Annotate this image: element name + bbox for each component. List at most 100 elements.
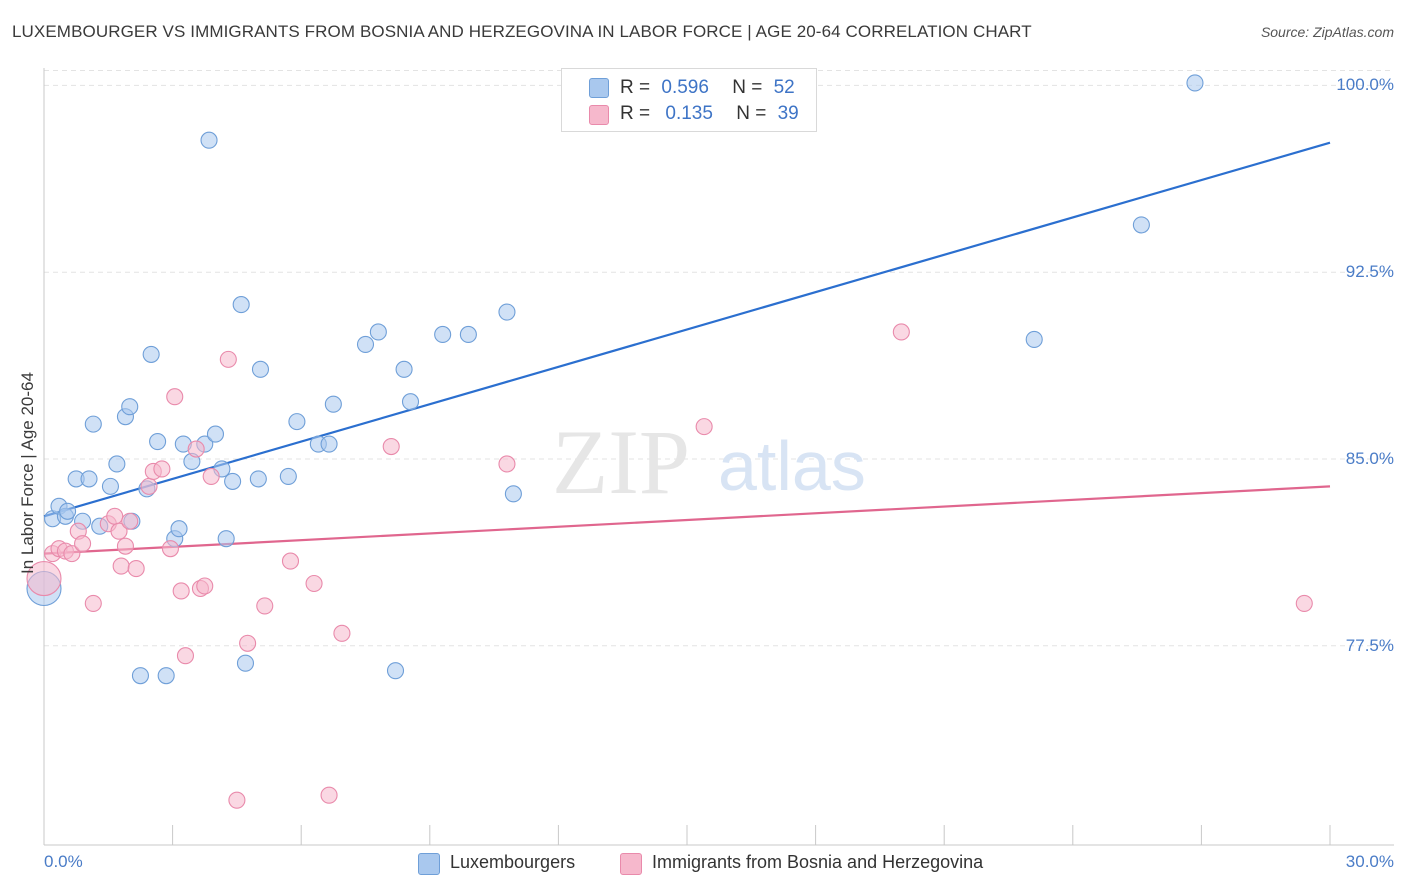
point-luxembourger [108,455,126,473]
point-bosnia [239,634,257,652]
point-luxembourger [142,345,160,363]
y-tick-label: 85.0% [1345,448,1394,468]
point-luxembourger [401,393,420,411]
point-luxembourger [324,395,342,413]
point-bosnia [26,560,62,597]
point-bosnia [121,512,139,530]
point-luxembourger [80,470,98,488]
point-bosnia [202,467,220,485]
trend-line-bosnia [43,485,1331,555]
point-luxembourger [386,662,405,680]
point-bosnia [127,560,145,578]
legend-r-value: 0.135 [665,103,713,124]
point-luxembourger [504,485,522,503]
point-bosnia [196,577,214,595]
point-luxembourger [288,413,306,431]
bottom-legend-luxembourgers: Luxembourgers [450,852,576,872]
point-bosnia [256,597,274,615]
y-axis-label: In Labor Force | Age 20-64 [18,372,37,574]
legend-swatch-blue [589,78,609,98]
legend-r-label: R = [620,103,651,124]
x-tick-max: 30.0% [1345,852,1394,871]
point-luxembourger [224,472,242,490]
legend-r-label: R = [620,77,651,98]
point-bosnia [176,647,195,665]
trend-line-luxembourger [43,141,1331,518]
point-luxembourger [369,323,387,341]
grid-lines [44,69,1394,647]
watermark-zip: ZIP [552,411,690,513]
point-bosnia [84,594,102,612]
point-luxembourger [356,335,375,353]
correlation-legend: R = 0.596 N = 52 R = 0.135 N = 39 [561,68,817,132]
point-bosnia [333,624,351,642]
point-bosnia [228,791,246,809]
point-luxembourger [1186,74,1204,92]
legend-swatch-pink [589,105,609,125]
data-points [26,74,1313,809]
trend-lines [43,141,1331,555]
point-bosnia [320,786,338,804]
point-bosnia [305,574,323,593]
point-bosnia [153,460,171,478]
point-bosnia [498,455,516,473]
point-luxembourger [84,415,102,433]
y-tick-label: 100.0% [1336,75,1394,95]
point-luxembourger [131,667,149,685]
point-bosnia [140,477,158,495]
point-luxembourger [121,398,139,416]
point-luxembourger [200,131,218,149]
y-tick-label: 92.5% [1345,262,1394,282]
point-bosnia [892,323,910,341]
legend-n-value: 39 [777,103,799,124]
point-luxembourger [459,325,477,344]
point-bosnia [106,507,124,525]
point-bosnia [382,437,400,456]
axes [43,68,1394,846]
point-luxembourger [320,435,338,453]
bottom-legend-bosnia: Immigrants from Bosnia and Herzegovina [652,852,984,872]
point-bosnia [1295,594,1313,612]
point-bosnia [110,522,128,540]
x-tick-min: 0.0% [44,852,83,871]
point-luxembourger [236,654,255,672]
point-bosnia [63,545,81,563]
source-label: Source: ZipAtlas.com [1260,24,1394,40]
point-luxembourger [251,360,270,378]
point-luxembourger [249,470,267,488]
point-luxembourger [498,303,516,321]
point-luxembourger [206,425,225,443]
point-bosnia [695,418,713,436]
point-bosnia [74,535,92,553]
legend-n-value: 52 [773,77,795,98]
bottom-legend-swatch-blue [418,853,440,875]
bottom-legend-swatch-pink [620,853,642,875]
point-bosnia [112,557,130,575]
point-luxembourger [434,325,452,344]
legend-n-label: N = [732,77,763,98]
y-tick-label: 77.5% [1345,635,1394,655]
point-luxembourger [232,296,250,314]
point-luxembourger [59,502,77,520]
point-luxembourger [395,360,413,378]
point-luxembourger [157,667,175,685]
point-luxembourger [279,467,297,485]
chart-title: LUXEMBOURGER VS IMMIGRANTS FROM BOSNIA A… [12,22,1032,41]
point-luxembourger [101,477,119,495]
legend-row-luxembourgers: R = 0.596 N = 52 [620,77,795,101]
point-luxembourger [1025,330,1043,349]
legend-row-bosnia: R = 0.135 N = 39 [620,103,799,127]
legend-r-value: 0.596 [661,77,709,98]
point-bosnia [281,552,300,570]
point-bosnia [166,388,184,406]
point-bosnia [116,537,134,555]
legend-n-label: N = [736,103,767,124]
point-luxembourger [1132,216,1150,234]
point-luxembourger [170,520,188,538]
watermark-atlas: atlas [718,427,866,505]
point-bosnia [187,440,205,458]
point-bosnia [161,540,180,558]
point-luxembourger [149,433,167,451]
point-luxembourger [217,530,235,548]
